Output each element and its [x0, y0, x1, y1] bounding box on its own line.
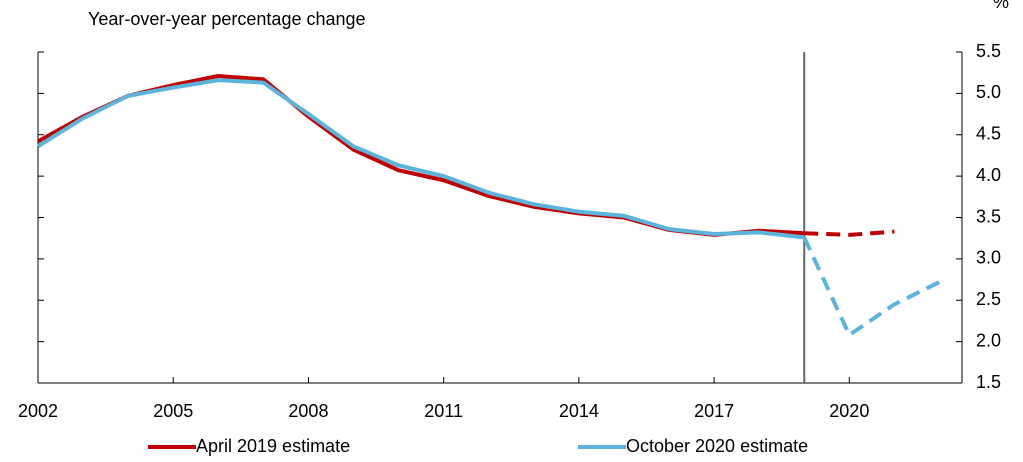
- y-tick-label: 3.0: [976, 248, 1001, 268]
- x-tick-label: 2020: [829, 401, 869, 421]
- x-tick-label: 2011: [424, 401, 463, 421]
- x-tick-label: 2005: [153, 401, 193, 421]
- y-tick-label: 4.5: [976, 124, 1001, 144]
- x-tick-label: 2008: [288, 401, 328, 421]
- legend-label: April 2019 estimate: [196, 436, 350, 456]
- series-line: [37, 73, 805, 237]
- subtitle: Year-over-year percentage change: [88, 9, 366, 29]
- y-tick-label: 1.5: [976, 372, 1001, 392]
- y-tick-label: 2.5: [976, 289, 1001, 309]
- series-line: [36, 78, 805, 240]
- series-line: [804, 229, 895, 237]
- y-tick-label: 3.5: [976, 206, 1001, 226]
- y-tick-label: 4.0: [976, 165, 1001, 185]
- series-line: [802, 236, 941, 338]
- y-tick-label: 5.5: [976, 41, 1001, 61]
- y-unit: %: [993, 0, 1009, 12]
- x-tick-label: 2014: [559, 401, 599, 421]
- y-tick-label: 5.0: [976, 82, 1001, 102]
- y-tick-label: 2.0: [976, 330, 1001, 350]
- x-tick-label: 2017: [694, 401, 734, 421]
- legend-label: October 2020 estimate: [626, 436, 808, 456]
- x-tick-label: 2002: [18, 401, 58, 421]
